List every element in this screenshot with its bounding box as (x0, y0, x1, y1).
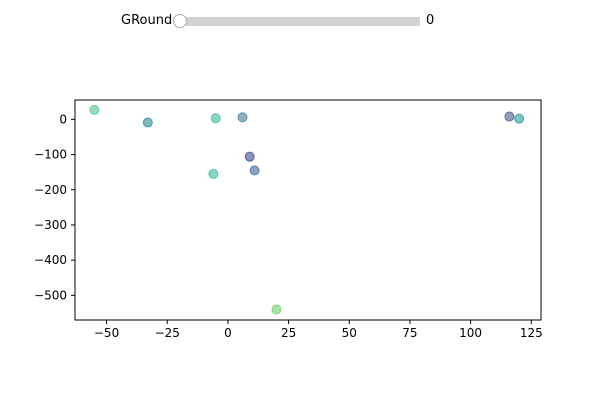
x-tick-label: −25 (155, 326, 180, 340)
scatter-point-3 (237, 112, 248, 123)
scatter-point-2 (210, 113, 221, 124)
y-tick-label: −100 (34, 148, 67, 162)
x-tick-label: 75 (402, 326, 417, 340)
scatter-point-6 (208, 168, 219, 179)
scatter-point-1 (142, 117, 153, 128)
x-tick-label: 100 (459, 326, 482, 340)
scatter-point-7 (271, 304, 282, 315)
x-tick-label: 25 (281, 326, 296, 340)
x-tick-label: 0 (224, 326, 232, 340)
slider-track[interactable] (180, 17, 420, 26)
plot-frame (74, 99, 542, 321)
y-tick-label: −200 (34, 183, 67, 197)
x-tick-label: 125 (520, 326, 543, 340)
y-tick-label: 0 (59, 112, 67, 126)
slider-label: GRound (121, 13, 173, 28)
slider-value: 0 (426, 13, 435, 28)
scatter-point-9 (514, 113, 525, 124)
scatter-point-5 (249, 165, 260, 176)
scatter-point-0 (89, 104, 100, 115)
axes-layer: −50 −25 0 25 50 75 100 125 0 −100 −200 −300 −400 −500 (34, 112, 543, 340)
scatter-point-4 (244, 151, 255, 162)
slider-knob[interactable] (173, 14, 187, 28)
y-tick-label: −500 (34, 288, 67, 302)
x-tick-label: −50 (94, 326, 119, 340)
scatter-point-8 (504, 111, 515, 122)
x-tick-label: 50 (342, 326, 357, 340)
points-layer (89, 104, 525, 315)
slider-row: GRound 0 (0, 0, 600, 44)
y-tick-label: −300 (34, 218, 67, 232)
y-tick-label: −400 (34, 253, 67, 267)
